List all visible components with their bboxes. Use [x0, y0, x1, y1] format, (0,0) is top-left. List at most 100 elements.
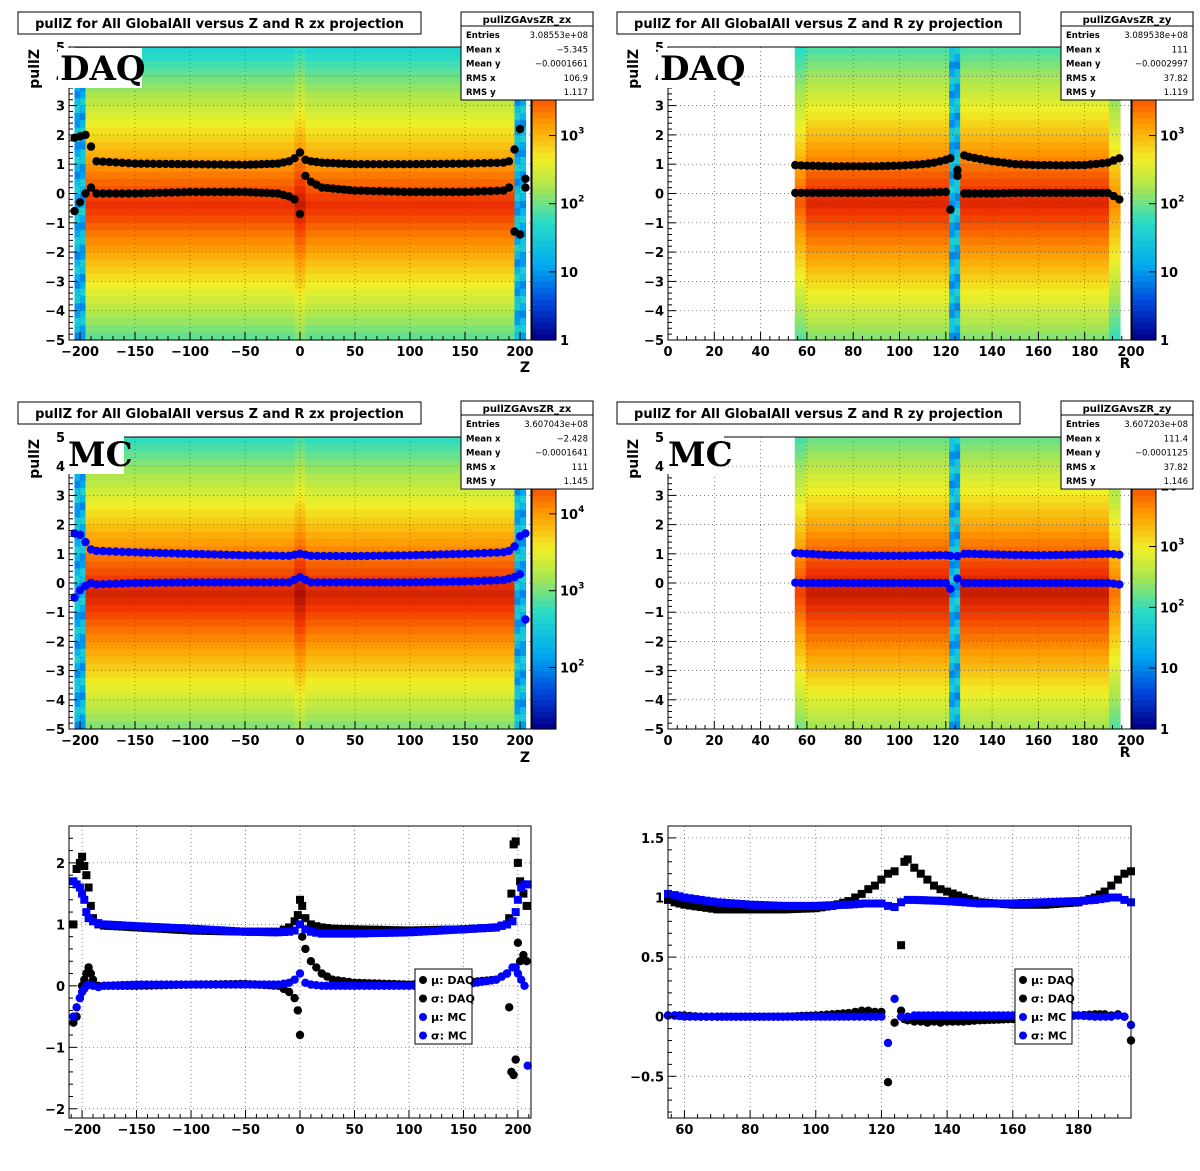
- heatmap-cell: [229, 267, 235, 275]
- heatmap-cell: [377, 318, 383, 326]
- heatmap-cell: [262, 76, 268, 84]
- heatmap-cell: [894, 91, 900, 99]
- heatmap-cell: [828, 318, 834, 326]
- heatmap-cell: [284, 98, 290, 106]
- heatmap-cell: [383, 259, 389, 267]
- heatmap-cell: [454, 259, 460, 267]
- heatmap-cell: [883, 333, 889, 341]
- heatmap-cell: [938, 142, 944, 150]
- heatmap-cell: [872, 106, 878, 114]
- heatmap-cell: [306, 128, 312, 136]
- heatmap-cell: [487, 296, 493, 304]
- heatmap-cell: [245, 179, 251, 187]
- heatmap-cell: [877, 91, 883, 99]
- heatmap-cell: [135, 237, 141, 245]
- heatmap-cell: [443, 333, 449, 341]
- heatmap-cell: [157, 267, 163, 275]
- heatmap-cell: [157, 113, 163, 121]
- heatmap-cell: [971, 179, 977, 187]
- heatmap-cell: [141, 215, 147, 223]
- heatmap-cell: [245, 47, 251, 55]
- heatmap-cell: [234, 318, 240, 326]
- heatmap-cell: [817, 62, 823, 70]
- heatmap-cell: [311, 150, 317, 158]
- heatmap-cell: [174, 289, 180, 297]
- heatmap-cell: [443, 311, 449, 319]
- heatmap-cell: [86, 98, 92, 106]
- heatmap-cell: [839, 62, 845, 70]
- heatmap-cell: [905, 274, 911, 282]
- heatmap-cell: [449, 113, 455, 121]
- heatmap-cell: [911, 274, 917, 282]
- heatmap-cell: [251, 91, 257, 99]
- data-point: [521, 183, 529, 191]
- heatmap-cell: [163, 303, 169, 311]
- heatmap-cell: [922, 289, 928, 297]
- heatmap-cell: [960, 215, 966, 223]
- heatmap-cell: [432, 179, 438, 187]
- heatmap-cell: [201, 135, 207, 143]
- heatmap-cell: [944, 215, 950, 223]
- heatmap-cell: [938, 303, 944, 311]
- heatmap-cell: [322, 47, 328, 55]
- heatmap-cell: [922, 172, 928, 180]
- heatmap-cell: [944, 91, 950, 99]
- heatmap-cell: [416, 69, 422, 77]
- heatmap-cell: [966, 245, 972, 253]
- heatmap-cell: [520, 164, 526, 172]
- heatmap-cell: [476, 142, 482, 150]
- heatmap-cell: [311, 303, 317, 311]
- heatmap-cell: [361, 62, 367, 70]
- heatmap-cell: [894, 135, 900, 143]
- colorbar-segment: [532, 182, 556, 188]
- heatmap-cell: [223, 325, 229, 333]
- heatmap-cell: [960, 259, 966, 267]
- heatmap-cell: [520, 157, 526, 165]
- heatmap-cell: [262, 208, 268, 216]
- heatmap-cell: [75, 237, 81, 245]
- heatmap-cell: [102, 325, 108, 333]
- heatmap-cell: [427, 84, 433, 92]
- heatmap-cell: [421, 325, 427, 333]
- heatmap-cell: [509, 311, 515, 319]
- heatmap-cell: [372, 289, 378, 297]
- heatmap-cell: [861, 208, 867, 216]
- heatmap-cell: [229, 106, 235, 114]
- heatmap-cell: [229, 76, 235, 84]
- heatmap-cell: [223, 54, 229, 62]
- heatmap-cell: [328, 223, 334, 231]
- heatmap-cell: [141, 142, 147, 150]
- heatmap-cell: [850, 47, 856, 55]
- heatmap-cell: [306, 274, 312, 282]
- heatmap-cell: [800, 215, 806, 223]
- heatmap-cell: [883, 150, 889, 158]
- heatmap-cell: [86, 157, 92, 165]
- heatmap-cell: [504, 289, 510, 297]
- heatmap-cell: [168, 172, 174, 180]
- heatmap-cell: [443, 230, 449, 238]
- heatmap-cell: [317, 318, 323, 326]
- heatmap-cell: [971, 259, 977, 267]
- heatmap-cell: [443, 150, 449, 158]
- heatmap-cell: [844, 54, 850, 62]
- heatmap-cell: [933, 208, 939, 216]
- heatmap-cell: [377, 76, 383, 84]
- heatmap-cell: [900, 208, 906, 216]
- heatmap-cell: [482, 172, 488, 180]
- heatmap-cell: [960, 333, 966, 341]
- heatmap-cell: [844, 128, 850, 136]
- heatmap-cell: [135, 274, 141, 282]
- heatmap-cell: [218, 311, 224, 319]
- heatmap-cell: [223, 230, 229, 238]
- heatmap-cell: [289, 98, 295, 106]
- heatmap-cell: [218, 318, 224, 326]
- heatmap-cell: [300, 106, 306, 114]
- heatmap-cell: [179, 267, 185, 275]
- heatmap-cell: [295, 296, 301, 304]
- heatmap-cell: [234, 223, 240, 231]
- heatmap-cell: [938, 135, 944, 143]
- heatmap-cell: [300, 311, 306, 319]
- heatmap-cell: [97, 179, 103, 187]
- heatmap-cell: [97, 289, 103, 297]
- heatmap-cell: [141, 135, 147, 143]
